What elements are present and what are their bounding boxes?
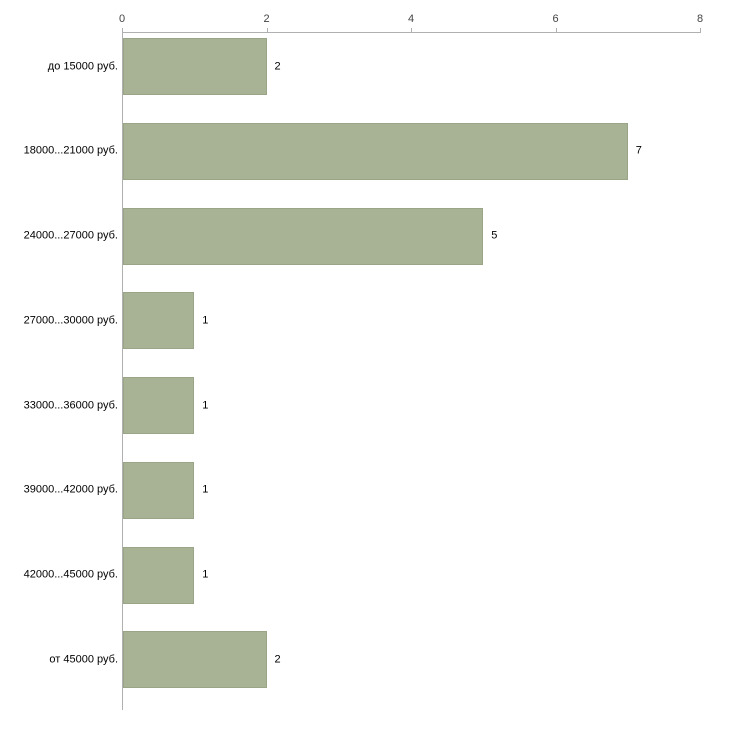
bar-row: 24000...27000 руб. 5: [0, 202, 730, 287]
category-label: 42000...45000 руб.: [23, 568, 118, 581]
bar-row: 42000...45000 руб. 1: [0, 541, 730, 626]
y-axis-line: [122, 32, 123, 710]
category-label: 33000...36000 руб.: [23, 399, 118, 411]
value-label: 1: [202, 483, 209, 496]
x-axis-tick: [411, 28, 412, 32]
bar-row: 39000...42000 руб. 1: [0, 456, 730, 541]
bar: [123, 377, 195, 434]
bar-row: до 15000 руб. 2: [0, 32, 730, 117]
bar: [123, 631, 267, 689]
value-label: 2: [274, 60, 281, 72]
category-label: 18000...21000 руб.: [23, 144, 118, 157]
value-label: 1: [202, 314, 209, 327]
x-axis-tick-label: 6: [552, 13, 559, 25]
x-axis-tick-label: 8: [696, 13, 704, 25]
bar-row: 33000...36000 руб. 1: [0, 371, 730, 456]
value-label: 1: [202, 568, 209, 581]
value-label: 5: [491, 229, 498, 242]
bar: [123, 546, 195, 604]
bar-row: от 45000 руб. 2: [0, 625, 730, 710]
bar: [123, 292, 195, 350]
x-axis-tick: [555, 28, 557, 32]
x-axis-tick-label: 0: [118, 13, 126, 25]
bar-row: 27000...30000 руб. 1: [0, 286, 730, 371]
x-axis-tick: [122, 28, 123, 32]
bar: [123, 461, 195, 519]
x-axis-tick-label: 4: [407, 13, 415, 25]
x-axis-tick: [266, 28, 268, 32]
category-label: 39000...42000 руб.: [23, 483, 118, 496]
category-label: от 45000 руб.: [49, 653, 118, 666]
category-label: 24000...27000 руб.: [23, 229, 118, 242]
bar-row: 18000...21000 руб. 7: [0, 117, 730, 202]
bar: [123, 38, 267, 95]
value-label: 7: [635, 144, 642, 157]
value-label: 1: [202, 399, 209, 411]
x-axis-line: [122, 32, 701, 33]
bar: [123, 207, 484, 265]
category-label: до 15000 руб.: [47, 60, 118, 72]
value-label: 2: [274, 653, 281, 666]
x-axis-tick-label: 2: [263, 13, 270, 25]
category-label: 27000...30000 руб.: [23, 314, 118, 327]
x-axis-tick: [700, 28, 701, 32]
bar: [123, 122, 628, 180]
